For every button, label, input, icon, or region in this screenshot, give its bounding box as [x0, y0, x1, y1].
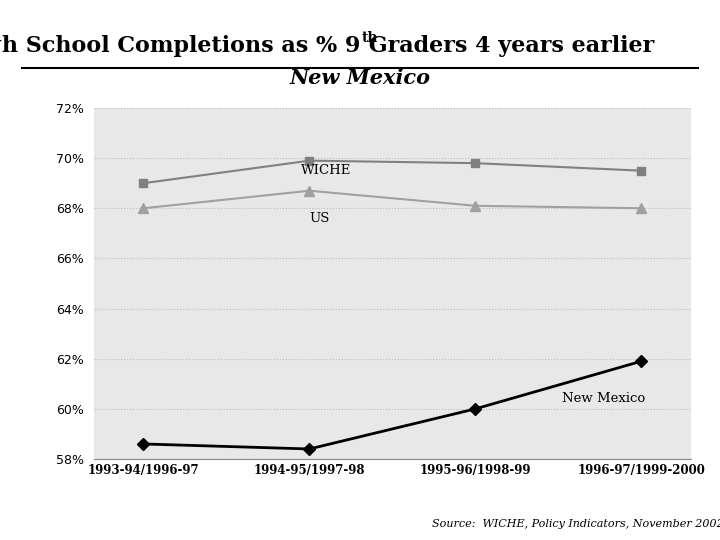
- Text: Source:  WICHE, Policy Indicators, November 2002.: Source: WICHE, Policy Indicators, Novemb…: [432, 519, 720, 529]
- Text: th: th: [361, 31, 378, 45]
- Text: US: US: [310, 212, 330, 225]
- Text: New Mexico: New Mexico: [289, 68, 431, 87]
- Text: Graders 4 years earlier: Graders 4 years earlier: [361, 35, 654, 57]
- Text: High School Completions as % 9: High School Completions as % 9: [0, 35, 360, 57]
- Text: WICHE: WICHE: [301, 164, 351, 177]
- Text: New Mexico: New Mexico: [562, 392, 645, 405]
